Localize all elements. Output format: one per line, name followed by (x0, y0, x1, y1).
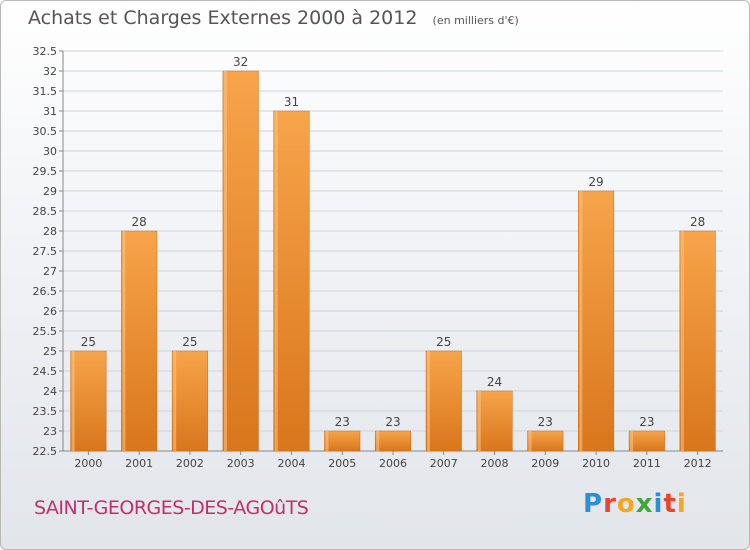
y-tick-label: 27.5 (33, 245, 58, 258)
x-tick-label: 2004 (277, 457, 305, 470)
y-tick-label: 32.5 (33, 45, 58, 58)
bar (679, 230, 716, 452)
bar-highlight (274, 111, 278, 451)
x-tick-label: 2006 (379, 457, 407, 470)
title-row: Achats et Charges Externes 2000 à 2012 (… (28, 7, 519, 29)
commune-name: SAINT-GEORGES-DES-AGOûTS (34, 497, 309, 519)
bar-highlight (680, 231, 684, 451)
x-tick-label: 2010 (582, 457, 610, 470)
y-tick-label: 25.5 (33, 325, 58, 338)
bar (324, 430, 361, 452)
bar-data-label: 25 (436, 335, 451, 349)
bar-highlight (122, 231, 126, 451)
x-tick-label: 2003 (227, 457, 255, 470)
y-tick-label: 24 (43, 385, 57, 398)
bar (476, 390, 513, 452)
bar (628, 430, 665, 452)
bar-highlight (477, 391, 481, 451)
bar-highlight (528, 431, 532, 451)
x-tick-label: 2008 (481, 457, 509, 470)
y-tick-label: 28 (43, 225, 57, 238)
logo-letter: t (663, 489, 677, 519)
bar-data-label: 25 (182, 335, 197, 349)
bar-highlight (579, 191, 583, 451)
x-tick-label: 2005 (328, 457, 356, 470)
bar-data-label: 29 (588, 175, 603, 189)
logo-letter: o (616, 489, 636, 519)
bar-data-label: 24 (487, 375, 502, 389)
y-tick-label: 26 (43, 305, 57, 318)
bar-highlight (173, 351, 177, 451)
bar-data-label: 25 (81, 335, 96, 349)
bar-data-label: 23 (639, 415, 654, 429)
y-tick-label: 30.5 (33, 125, 58, 138)
x-tick-label: 2007 (430, 457, 458, 470)
x-tick-label: 2001 (125, 457, 153, 470)
y-tick-label: 32 (43, 65, 57, 78)
bar (222, 70, 259, 452)
y-tick-label: 23 (43, 425, 57, 438)
bar-highlight (376, 431, 380, 451)
bar-data-label: 23 (538, 415, 553, 429)
bar (273, 110, 310, 452)
x-tick-label: 2011 (633, 457, 661, 470)
y-tick-label: 23.5 (33, 405, 58, 418)
y-tick-label: 24.5 (33, 365, 58, 378)
y-tick-label: 22.5 (33, 445, 58, 458)
y-tick-label: 29.5 (33, 165, 58, 178)
bar (578, 190, 615, 452)
bar (374, 430, 412, 452)
bar-data-label: 28 (690, 215, 705, 229)
bar (121, 230, 158, 452)
proxiti-logo: Proxiti (583, 489, 687, 519)
bar-data-label: 31 (284, 95, 299, 109)
x-tick-label: 2009 (531, 457, 559, 470)
bar-data-label: 23 (385, 415, 400, 429)
chart-subtitle: (en milliers d'€) (432, 14, 519, 27)
chart-title: Achats et Charges Externes 2000 à 2012 (28, 7, 418, 29)
bar (171, 350, 208, 452)
logo-letter: P (583, 489, 604, 519)
bar (527, 430, 564, 452)
logo-letter: r (603, 489, 617, 519)
bar-highlight (427, 351, 430, 451)
bar-highlight (71, 351, 75, 451)
y-tick-label: 29 (43, 185, 57, 198)
x-tick-label: 2000 (74, 457, 102, 470)
bar-data-label: 32 (233, 55, 248, 69)
bar-data-label: 23 (335, 415, 350, 429)
logo-letter: i (676, 489, 687, 519)
y-tick-label: 27 (43, 265, 57, 278)
bar-highlight (630, 431, 634, 451)
logo-letter: i (653, 489, 664, 519)
y-tick-label: 26.5 (33, 285, 58, 298)
y-tick-label: 30 (43, 145, 57, 158)
y-tick-label: 28.5 (33, 205, 58, 218)
x-tick-label: 2002 (176, 457, 204, 470)
y-tick-label: 31 (43, 105, 57, 118)
x-tick-label: 2012 (684, 457, 712, 470)
bar-data-label: 28 (132, 215, 147, 229)
bar-highlight (325, 431, 329, 451)
bar (425, 350, 462, 452)
bar (70, 350, 107, 452)
y-tick-label: 31.5 (33, 85, 58, 98)
bar-highlight (223, 71, 227, 451)
y-tick-label: 25 (43, 345, 57, 358)
logo-letter: x (635, 489, 654, 519)
